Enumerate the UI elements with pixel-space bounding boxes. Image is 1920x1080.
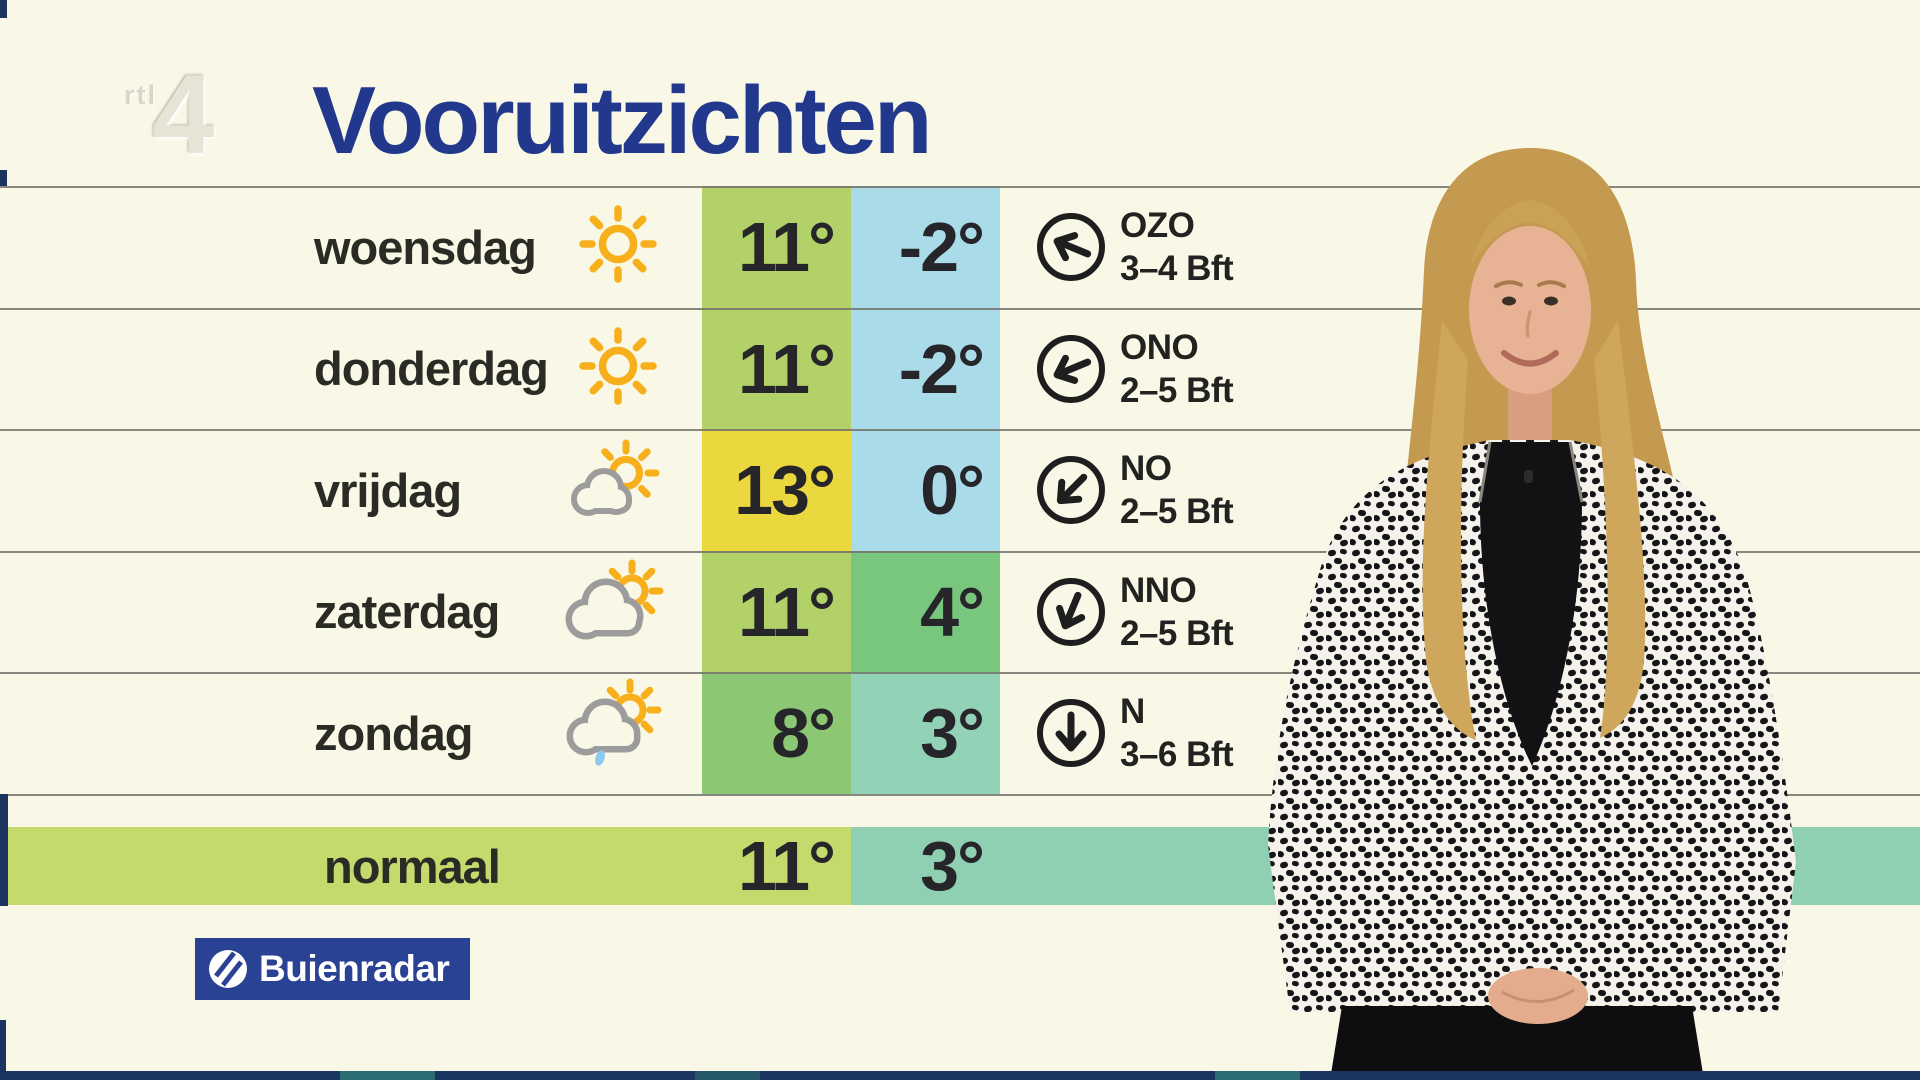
table-line [0,429,1920,431]
wind-direction: OZO [1120,206,1195,245]
edge-tick [0,170,7,186]
forecast-row: 11° 4° zaterdag [0,551,1300,672]
min-temp-cell: 0° [851,429,1000,551]
min-temp-cell: 3° [851,672,1000,794]
min-temp-cell: -2° [851,186,1000,308]
wind-direction-icon [1037,213,1105,281]
forecast-row: 11° -2° donderdag [0,308,1300,429]
edge-tick [0,1020,6,1080]
min-temp-cell: -2° [851,308,1000,429]
day-label: zondag [314,706,473,760]
buienradar-icon [209,950,247,988]
edge-tick [0,794,8,906]
table-line [0,551,1920,553]
wind-force: 3–4 Bft [1120,249,1234,288]
buienradar-wordmark: Buienradar [259,948,450,989]
day-label: vrijdag [314,463,462,517]
day-label: woensdag [314,220,537,274]
normal-min-temp: 3° [920,827,985,905]
wind-arrow [1056,591,1086,629]
bottom-bar-segment [695,1071,760,1080]
wind-text: NO 2–5 Bft [1120,429,1234,551]
wind-direction: ONO [1120,327,1199,367]
wind-arrow [1053,232,1092,262]
max-temp-cell: 11° [702,308,851,429]
day-label: donderdag [314,342,549,395]
wind-force: 2–5 Bft [1120,613,1234,653]
wind-direction-icon [1037,699,1105,767]
weather-presenter [1268,148,1796,1080]
normal-row: normaal 11° 3° [0,827,1300,905]
wind-text: OZO 3–4 Bft [1120,186,1234,308]
bottom-bar-segment [1215,1071,1300,1080]
max-temp-cell: 11° [702,551,851,672]
page-title: Vooruitzichten [312,67,933,174]
wind-text: NNO 2–5 Bft [1120,551,1234,672]
bottom-bar-segment [340,1071,435,1080]
wind-arrow [1055,711,1087,752]
min-temp-cell: 4° [851,551,1000,672]
sun-cloud-icon [556,551,680,672]
bottom-bar [0,1071,1920,1080]
sun-icon [556,186,680,308]
table-line [0,308,1920,310]
max-temp-cell: 13° [702,429,851,551]
table-line [0,794,1920,796]
forecast-row: 8° 3° zondag [0,672,1300,794]
wind-direction: NO [1120,449,1172,488]
wind-direction-icon [1037,334,1105,403]
wind-direction: N [1120,692,1145,731]
max-temp-cell: 11° [702,186,851,308]
wind-direction-icon [1037,456,1105,524]
sun-small-cloud-icon [556,429,680,551]
wind-direction-icon [1037,577,1105,646]
edge-tick [0,0,7,18]
sun-icon [556,308,680,429]
rtl-logo-digit: 4 [152,52,215,177]
forecast-row: 13° 0° vrijdag [0,429,1300,551]
wind-force: 2–5 Bft [1120,492,1234,531]
rtl4-channel-logo: rtl 4 [118,52,248,178]
raindrop [595,750,605,766]
wind-arrow [1053,354,1092,384]
sun-cloud-rain-icon [556,672,680,794]
wind-force: 3–6 Bft [1120,735,1234,774]
buienradar-logo: Buienradar [195,938,470,1000]
table-line [0,186,1920,188]
forecast-row: 11° -2° woensdag [0,186,1300,308]
normal-band-green [0,827,851,905]
day-label: zaterdag [314,585,500,638]
normal-max-temp: 11° [738,827,836,905]
wind-text: ONO 2–5 Bft [1120,308,1234,429]
table-line [0,672,1920,674]
max-temp-cell: 8° [702,672,851,794]
wind-force: 2–5 Bft [1120,370,1234,410]
wind-arrow [1056,473,1088,505]
wind-text: N 3–6 Bft [1120,672,1234,794]
normal-label: normaal [324,839,501,893]
rtl-logo-text: rtl [124,80,157,110]
wind-direction: NNO [1120,570,1197,610]
